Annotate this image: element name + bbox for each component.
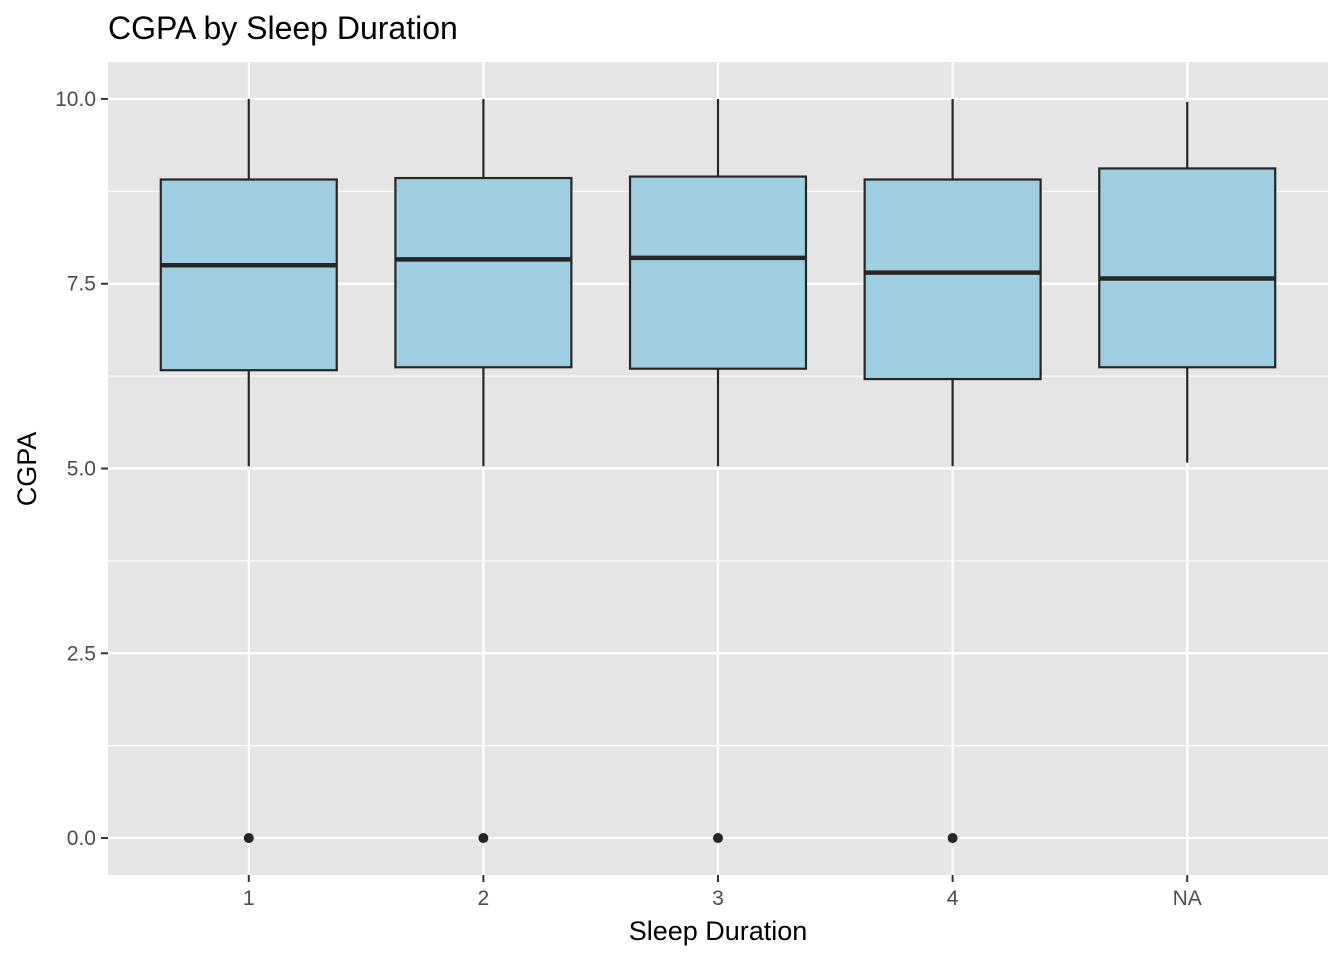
x-axis: 1 2 3 4 NA: [243, 875, 1202, 910]
x-tick-label: 1: [243, 887, 255, 910]
box-body: [628, 175, 808, 370]
x-tick-label: 3: [712, 887, 724, 910]
y-tick-label: 7.5: [67, 273, 96, 296]
boxes: [159, 98, 1277, 844]
outlier-point: [243, 833, 254, 844]
box-body: [159, 178, 338, 372]
box-3: [628, 98, 808, 844]
box-2: [394, 98, 573, 844]
x-axis-title: Sleep Duration: [629, 916, 808, 946]
x-tick-label: 4: [947, 887, 959, 910]
chart-title: CGPA by Sleep Duration: [108, 10, 458, 46]
box-body: [863, 178, 1042, 381]
x-tick-label: NA: [1173, 887, 1202, 910]
box-body: [394, 176, 573, 369]
y-tick-label: 2.5: [67, 642, 96, 665]
y-tick-label: 0.0: [67, 827, 96, 850]
y-axis: 0.0 2.5 5.0 7.5 10.0: [55, 88, 108, 850]
outlier-point: [947, 833, 958, 844]
box-1: [159, 98, 338, 844]
y-tick-label: 10.0: [55, 88, 96, 111]
x-tick-label: 2: [478, 887, 490, 910]
box-4: [863, 98, 1042, 844]
outlier-point: [478, 833, 489, 844]
y-tick-label: 5.0: [67, 458, 96, 481]
box-NA: [1098, 101, 1277, 463]
y-axis-title: CGPA: [12, 432, 42, 507]
box-body: [1098, 167, 1277, 369]
outlier-point: [713, 833, 723, 844]
